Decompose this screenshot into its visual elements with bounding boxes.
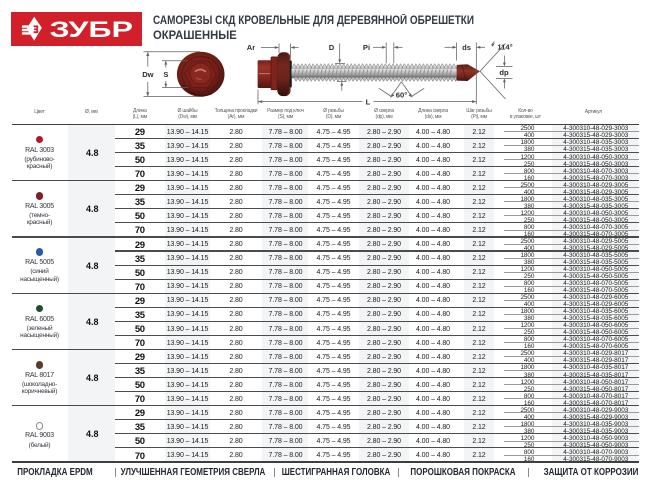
svg-text:60°: 60° (396, 90, 407, 99)
svg-text:ЗУБР: ЗУБР (50, 17, 134, 42)
svg-text:D: D (329, 43, 335, 52)
svg-text:114°: 114° (497, 42, 512, 51)
svg-text:dp: dp (499, 68, 509, 77)
svg-text:S: S (163, 70, 168, 79)
svg-text:ds: ds (462, 43, 471, 52)
svg-text:L: L (366, 97, 371, 106)
svg-text:Pi: Pi (363, 43, 370, 52)
svg-text:Dw: Dw (142, 70, 153, 79)
svg-text:Ar: Ar (247, 43, 255, 52)
